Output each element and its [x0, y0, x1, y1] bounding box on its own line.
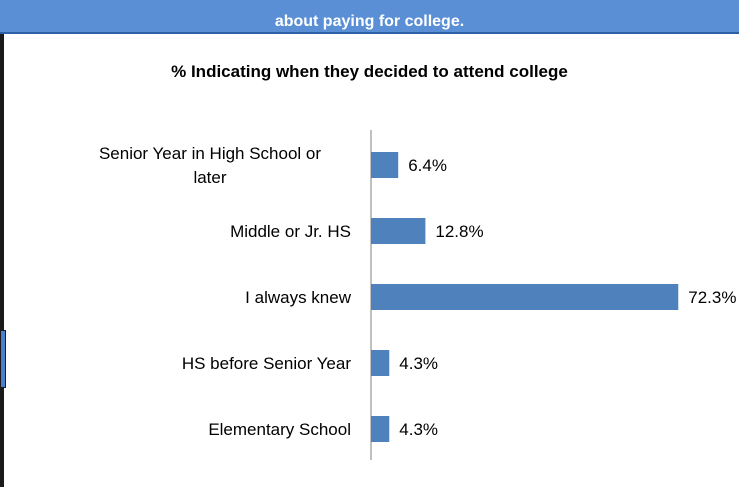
left-edge-tab [0, 330, 6, 388]
bar [371, 350, 390, 376]
left-frame-border [0, 34, 4, 487]
bar [371, 218, 426, 244]
value-label: 4.3% [399, 420, 438, 439]
header-subtitle: about paying for college. [274, 13, 465, 30]
category-label: I always knew [245, 288, 352, 307]
value-label: 72.3% [688, 288, 736, 307]
value-label: 6.4% [408, 156, 447, 175]
chart-title: % Indicating when they decided to attend… [171, 62, 568, 81]
value-label: 4.3% [399, 354, 438, 373]
bar [371, 284, 679, 310]
bar [371, 152, 399, 178]
value-label: 12.8% [435, 222, 483, 241]
category-label: Senior Year in High School or later [99, 144, 321, 187]
category-label: Elementary School [208, 420, 351, 439]
header-band: about paying for college. [0, 0, 739, 34]
category-label: Middle or Jr. HS [230, 222, 351, 241]
category-label: HS before Senior Year [182, 354, 352, 373]
bar [371, 416, 390, 442]
